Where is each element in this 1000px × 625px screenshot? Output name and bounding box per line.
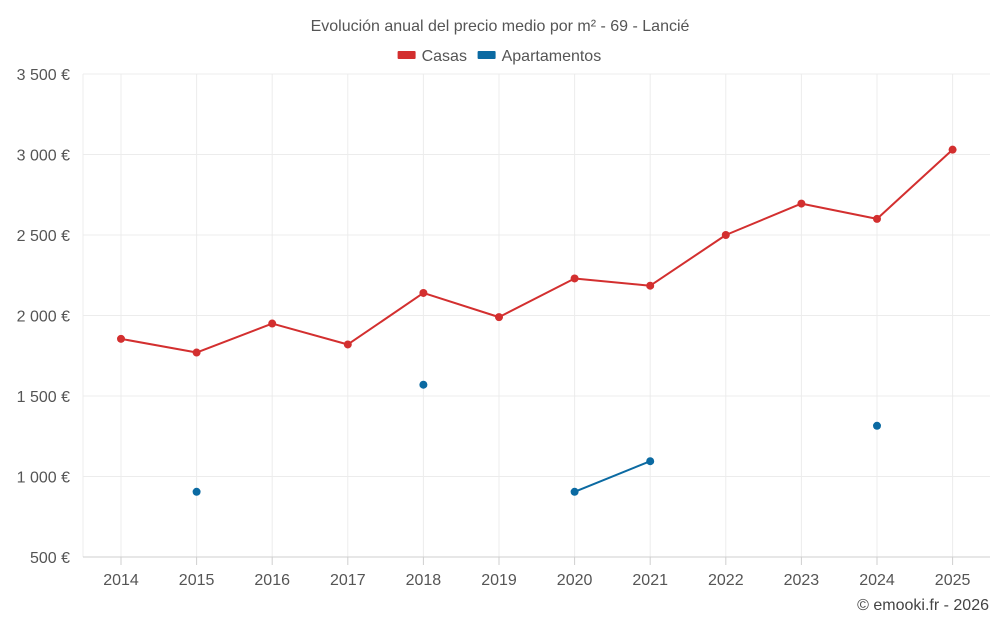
- x-tick-label: 2022: [708, 572, 744, 589]
- data-point[interactable]: [419, 380, 428, 389]
- series-line-segment: [876, 148, 954, 220]
- x-tick-label: 2015: [179, 572, 215, 589]
- chart-title: Evolución anual del precio medio por m² …: [311, 18, 690, 35]
- series-line-segment: [271, 322, 349, 346]
- data-point[interactable]: [495, 313, 503, 322]
- series-line-segment: [346, 291, 425, 346]
- data-point[interactable]: [192, 348, 201, 357]
- data-point[interactable]: [646, 281, 655, 290]
- x-tick-label: 2025: [935, 572, 971, 589]
- x-tick-label: 2014: [103, 572, 139, 589]
- x-tick-label: 2017: [330, 572, 366, 589]
- data-point[interactable]: [343, 340, 352, 349]
- x-axis: 2014 2015 2016 2017 2018 2019 2020 2021 2022 2023…: [103, 557, 970, 589]
- series-line-segment: [498, 277, 576, 319]
- data-point[interactable]: [268, 319, 277, 328]
- series-line-segment: [649, 234, 727, 287]
- legend-swatch: [477, 51, 496, 59]
- legend-label: Apartamentos: [502, 48, 602, 65]
- series-line-segment: [195, 322, 274, 354]
- legend-label: Casas: [422, 48, 467, 65]
- data-point[interactable]: [117, 334, 125, 343]
- x-tick-label: 2021: [632, 572, 668, 589]
- data-point[interactable]: [873, 214, 881, 223]
- data-point[interactable]: [419, 288, 428, 297]
- series-line-segment: [724, 202, 803, 236]
- x-tick-label: 2019: [481, 572, 517, 589]
- legend-swatch: [397, 51, 416, 59]
- x-tick-label: 2024: [859, 572, 895, 589]
- grid: [82, 73, 990, 558]
- y-tick-label: 1 000 €: [17, 470, 70, 487]
- x-tick-label: 2020: [557, 572, 593, 589]
- series-line-segment: [573, 460, 652, 493]
- data-point[interactable]: [192, 487, 201, 496]
- y-tick-label: 3 000 €: [17, 148, 70, 165]
- data-point[interactable]: [646, 457, 655, 466]
- data-point[interactable]: [721, 231, 730, 239]
- series-apartamentos: [192, 380, 881, 496]
- series-line-segment: [120, 337, 198, 354]
- legend: Casas Apartamentos: [397, 48, 602, 65]
- series-line-segment: [573, 277, 652, 287]
- series-line-segment: [422, 291, 500, 319]
- series-casas: [117, 145, 957, 357]
- y-tick-label: 500 €: [30, 550, 70, 567]
- y-tick-label: 3 500 €: [17, 67, 70, 84]
- data-point[interactable]: [873, 421, 881, 430]
- credit-text: © emooki.fr - 2026: [857, 597, 989, 614]
- x-tick-label: 2018: [406, 572, 442, 589]
- series-line-segment: [800, 202, 878, 220]
- y-tick-label: 2 000 €: [17, 309, 70, 326]
- y-axis: 500 € 1 000 € 1 500 € 2 000 € 2 500 € 3 000 €…: [17, 67, 70, 567]
- data-point[interactable]: [570, 274, 579, 283]
- x-tick-label: 2016: [254, 572, 290, 589]
- data-point[interactable]: [797, 199, 806, 208]
- x-tick-label: 2023: [784, 572, 820, 589]
- legend-item-casas[interactable]: Casas: [397, 48, 467, 65]
- data-point[interactable]: [948, 145, 957, 154]
- y-tick-label: 1 500 €: [17, 389, 70, 406]
- data-point[interactable]: [570, 487, 579, 496]
- y-tick-label: 2 500 €: [17, 228, 70, 245]
- series-layer: [117, 145, 957, 496]
- legend-item-apartamentos[interactable]: Apartamentos: [477, 48, 602, 65]
